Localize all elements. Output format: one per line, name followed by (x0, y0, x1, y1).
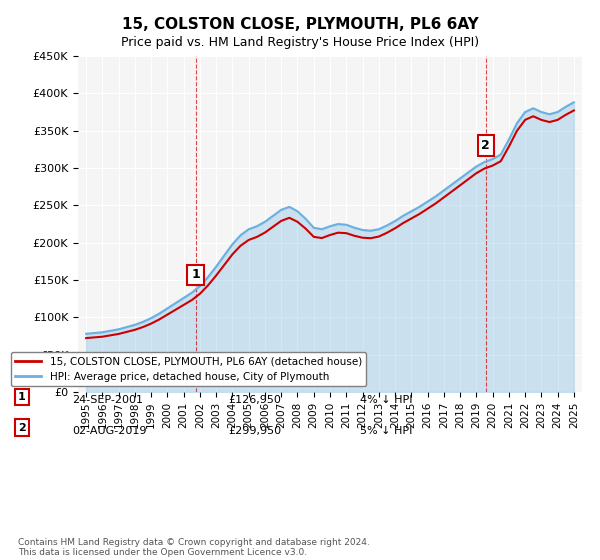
Text: £126,950: £126,950 (228, 395, 281, 405)
Text: 4% ↓ HPI: 4% ↓ HPI (360, 395, 413, 405)
Legend: 15, COLSTON CLOSE, PLYMOUTH, PL6 6AY (detached house), HPI: Average price, detac: 15, COLSTON CLOSE, PLYMOUTH, PL6 6AY (de… (11, 352, 366, 386)
Text: 2: 2 (481, 139, 490, 152)
Text: Price paid vs. HM Land Registry's House Price Index (HPI): Price paid vs. HM Land Registry's House … (121, 36, 479, 49)
Text: 15, COLSTON CLOSE, PLYMOUTH, PL6 6AY: 15, COLSTON CLOSE, PLYMOUTH, PL6 6AY (122, 17, 478, 32)
Text: 1: 1 (18, 392, 26, 402)
Text: Contains HM Land Registry data © Crown copyright and database right 2024.
This d: Contains HM Land Registry data © Crown c… (18, 538, 370, 557)
Text: £299,950: £299,950 (228, 426, 281, 436)
Text: 1: 1 (191, 268, 200, 281)
Text: 5% ↓ HPI: 5% ↓ HPI (360, 426, 412, 436)
Text: 24-SEP-2001: 24-SEP-2001 (72, 395, 143, 405)
Text: 02-AUG-2019: 02-AUG-2019 (72, 426, 146, 436)
Text: 2: 2 (18, 423, 26, 433)
